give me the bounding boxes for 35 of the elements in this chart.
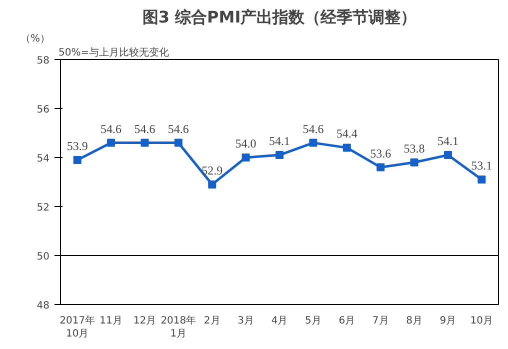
data-label: 53.8	[404, 141, 425, 156]
y-tick-label: 56	[36, 104, 50, 116]
x-tick-label: 9月	[440, 316, 456, 326]
text: 50%=与上月比较无变化	[58, 46, 170, 58]
x-tick-label: 2017年 10月	[60, 314, 96, 340]
data-label: 54.6	[302, 122, 324, 136]
x-tick-label: 3月	[238, 316, 254, 326]
data-label: 53.9	[66, 138, 88, 153]
x-tick-label: 2月	[204, 316, 220, 326]
chart-title: 图3 综合PMI产出指数（经季节调整）	[142, 8, 417, 26]
y-tick-label: 48	[36, 300, 50, 312]
y-tick-label: 58	[36, 56, 50, 66]
x-tick-label: 12月	[133, 316, 156, 326]
x-tick-label: 2018年 1月	[160, 314, 196, 340]
y-tick-label: 52	[36, 202, 50, 214]
y-tick-label: 50	[36, 252, 50, 262]
data-label: 54.1	[269, 134, 290, 148]
x-tick-label: 6月	[338, 316, 356, 326]
x-tick-label: 5月	[305, 316, 322, 326]
data-label: 52.9	[202, 163, 223, 178]
data-label: 54.1	[437, 134, 458, 148]
x-tick-label: 11月	[100, 316, 122, 326]
y-axis-title: （%）	[20, 34, 50, 44]
x-tick-label: 10月	[470, 316, 494, 326]
data-label: 54.6	[134, 122, 156, 136]
x-tick-label: 7月	[372, 316, 389, 326]
data-label: 54.0	[235, 136, 256, 150]
data-label: 54.6	[168, 122, 189, 136]
data-label: 53.6	[370, 146, 392, 160]
y-tick-label: 54	[36, 154, 50, 164]
x-tick-label: 8月	[406, 316, 422, 326]
x-tick-label: 4月	[271, 316, 288, 326]
data-label: 54.6	[100, 122, 122, 136]
data-label: 53.1	[471, 158, 492, 173]
data-label: 54.4	[336, 126, 358, 141]
